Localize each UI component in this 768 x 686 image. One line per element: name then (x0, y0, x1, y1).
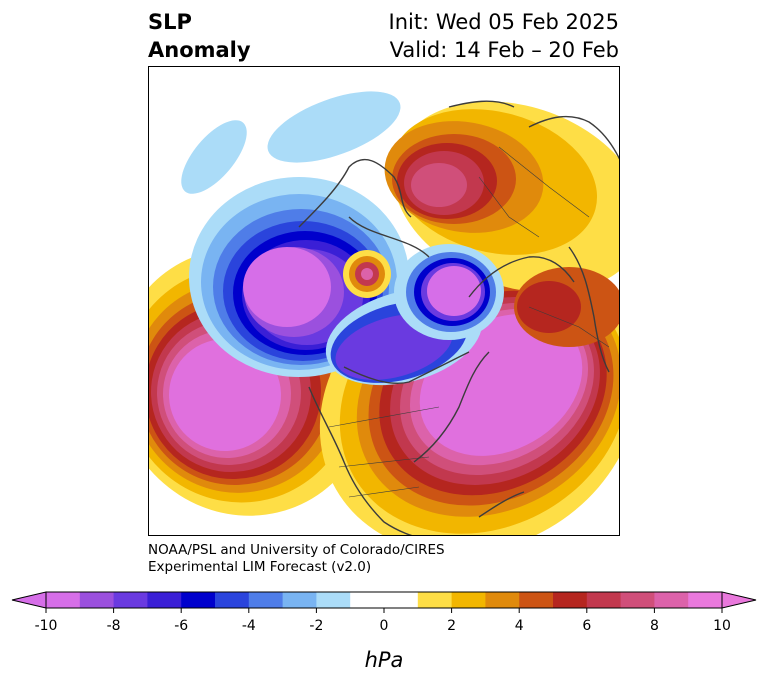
colorbar: -10 -8 -6 -4 -2 0 2 4 6 8 10 (11, 591, 757, 634)
colorbar-swatch (485, 592, 520, 608)
credit-line-1: NOAA/PSL and University of Colorado/CIRE… (148, 542, 445, 558)
colorbar-swatch (181, 592, 216, 608)
borders (328, 146, 610, 498)
colorbar-ticks: -10 -8 -6 -4 -2 0 2 4 6 8 10 (35, 608, 731, 634)
colorbar-swatch (586, 592, 622, 608)
colorbar-tick-label: -10 (35, 618, 58, 634)
colorbar-tick-label: 0 (380, 618, 389, 634)
colorbar-swatch (282, 592, 317, 608)
eurasia-high-anomaly (384, 101, 619, 347)
colorbar-min-extension (11, 591, 47, 609)
slp-anomaly-map (148, 66, 620, 536)
colorbar-tick-label: 4 (515, 618, 524, 634)
title-line-1: SLP (148, 10, 192, 34)
pole-small-high (343, 250, 391, 298)
weak-low-patches (181, 91, 401, 194)
colorbar-tick-label: -8 (107, 618, 121, 634)
colorbar-tick-label: -4 (242, 618, 256, 634)
colorbar-tick-label: -2 (309, 618, 323, 634)
colorbar-tick-label: -6 (174, 618, 188, 634)
colorbar-swatch (350, 592, 385, 608)
colorbar-swatch (248, 592, 284, 608)
arctic-low-anomaly (394, 244, 504, 340)
colorbar-tick-label: 6 (582, 618, 591, 634)
map-title: SLP Anomaly (148, 8, 251, 64)
colorbar-swatch (215, 592, 250, 608)
colorbar-swatches (46, 592, 723, 608)
colorbar-max-extension (721, 591, 757, 609)
colorbar-swatch (147, 592, 182, 608)
colorbar-swatch (417, 592, 453, 608)
colorbar-swatch (654, 592, 689, 608)
title-line-2: Anomaly (148, 38, 251, 62)
coastlines (298, 100, 619, 535)
colorbar-unit-label: hPa (364, 648, 404, 672)
colorbar-swatch (519, 592, 554, 608)
colorbar-swatch (553, 592, 588, 608)
colorbar-swatch (316, 592, 351, 608)
colorbar-tick-label: 8 (650, 618, 659, 634)
colorbar-swatch (46, 592, 81, 608)
forecast-dates: Init: Wed 05 Feb 2025 Valid: 14 Feb – 20… (389, 8, 619, 64)
colorbar-tick-label: 2 (447, 618, 456, 634)
colorbar-swatch (79, 592, 115, 608)
map-canvas (149, 91, 619, 535)
colorbar-swatch (688, 592, 723, 608)
credit-line-2: Experimental LIM Forecast (v2.0) (148, 559, 372, 575)
colorbar-swatch (451, 592, 486, 608)
init-date: Init: Wed 05 Feb 2025 (388, 10, 619, 34)
valid-range: Valid: 14 Feb – 20 Feb (389, 38, 619, 62)
colorbar-swatch (113, 592, 148, 608)
colorbar-swatch (620, 592, 655, 608)
colorbar-tick-label: 10 (713, 618, 731, 634)
colorbar-swatch (384, 592, 419, 608)
credit-text: NOAA/PSL and University of Colorado/CIRE… (148, 542, 445, 576)
